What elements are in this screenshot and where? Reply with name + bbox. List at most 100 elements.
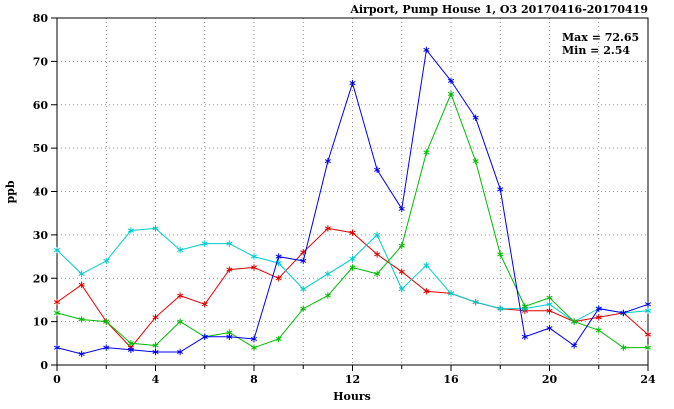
marker-asterisk	[324, 293, 331, 298]
marker-asterisk	[127, 347, 134, 352]
marker-asterisk	[250, 345, 258, 350]
series-day-20170418	[53, 90, 652, 351]
marker-asterisk	[398, 243, 405, 248]
marker-asterisk	[423, 263, 430, 268]
marker-asterisk	[275, 336, 282, 342]
series-line	[56, 92, 648, 349]
marker-asterisk	[250, 254, 258, 259]
marker-asterisk	[226, 334, 233, 339]
marker-asterisk	[620, 345, 627, 350]
marker-asterisk	[620, 310, 627, 315]
series-day-20170419	[53, 46, 652, 358]
marker-asterisk	[152, 343, 159, 348]
marker-asterisk	[177, 293, 184, 298]
marker-asterisk	[497, 252, 504, 257]
x-tick-label: 20	[542, 373, 558, 386]
marker-asterisk	[250, 265, 258, 270]
series-line	[56, 48, 649, 355]
marker-asterisk	[423, 150, 430, 155]
marker-asterisk	[152, 226, 159, 231]
y-tick-label: 80	[33, 12, 49, 25]
marker-asterisk	[78, 282, 85, 287]
marker-asterisk	[644, 302, 652, 307]
x-tick-label: 0	[53, 373, 61, 386]
y-tick-label: 50	[33, 142, 49, 155]
marker-asterisk	[78, 317, 85, 322]
marker-asterisk	[644, 345, 652, 350]
marker-asterisk	[300, 287, 307, 292]
marker-asterisk	[546, 302, 553, 307]
x-tick-label: 12	[345, 373, 360, 386]
marker-asterisk	[177, 319, 184, 324]
marker-asterisk	[447, 291, 455, 296]
marker-asterisk	[152, 315, 159, 320]
marker-asterisk	[374, 232, 381, 237]
marker-asterisk	[201, 334, 208, 339]
marker-asterisk	[201, 241, 208, 246]
marker-asterisk	[374, 167, 381, 172]
marker-asterisk	[349, 256, 356, 261]
marker-asterisk	[226, 330, 233, 335]
marker-asterisk	[324, 226, 331, 231]
max-annotation: Max = 72.65	[562, 31, 639, 44]
x-axis-label: Hours	[333, 390, 371, 403]
marker-asterisk	[300, 258, 307, 263]
marker-asterisk	[472, 300, 479, 305]
marker-asterisk	[398, 287, 405, 292]
marker-asterisk	[595, 328, 602, 333]
marker-asterisk	[275, 254, 282, 259]
y-tick-label: 0	[40, 359, 48, 372]
marker-asterisk	[226, 241, 233, 246]
marker-asterisk	[177, 248, 184, 253]
marker-asterisk	[423, 289, 430, 294]
marker-asterisk	[324, 159, 331, 164]
plot-area: 0 10 20 30 40 50 60 70 80 0 4 8 12 16 20 24	[33, 12, 656, 386]
marker-asterisk	[324, 271, 331, 276]
marker-asterisk	[53, 345, 61, 350]
marker-asterisk	[177, 349, 184, 355]
marker-asterisk	[497, 187, 504, 192]
marker-asterisk	[595, 315, 602, 320]
marker-asterisk	[300, 250, 307, 255]
x-tick-label: 4	[152, 373, 160, 386]
marker-asterisk	[644, 332, 652, 337]
series-day-20170416	[53, 225, 652, 351]
y-tick-label: 10	[33, 316, 49, 329]
marker-asterisk	[546, 326, 553, 331]
marker-asterisk	[103, 258, 110, 263]
x-tick-label: 8	[250, 373, 258, 386]
marker-asterisk	[374, 271, 381, 276]
marker-asterisk	[447, 91, 455, 96]
marker-asterisk	[127, 228, 134, 233]
marker-asterisk	[447, 78, 455, 83]
marker-asterisk	[53, 300, 61, 305]
marker-asterisk	[250, 336, 258, 342]
marker-asterisk	[349, 81, 356, 86]
marker-asterisk	[521, 334, 528, 339]
marker-asterisk	[374, 252, 381, 257]
marker-asterisk	[423, 47, 430, 52]
marker-asterisk	[497, 306, 504, 311]
marker-asterisk	[226, 267, 233, 272]
x-tick-label: 16	[443, 373, 459, 386]
marker-asterisk	[546, 295, 553, 300]
y-tick-label: 30	[33, 229, 49, 242]
y-tick-label: 20	[33, 272, 49, 285]
min-annotation: Min = 2.54	[562, 44, 630, 57]
marker-asterisk	[152, 349, 159, 355]
marker-asterisk	[571, 319, 578, 324]
marker-asterisk	[644, 308, 652, 313]
x-tick-label: 24	[640, 373, 656, 386]
marker-asterisk	[472, 159, 479, 164]
marker-asterisk	[53, 248, 61, 253]
marker-asterisk	[78, 271, 85, 276]
marker-asterisk	[127, 341, 134, 346]
marker-asterisk	[472, 115, 479, 120]
marker-asterisk	[103, 345, 110, 350]
marker-asterisk	[275, 276, 282, 281]
marker-asterisk	[571, 343, 578, 348]
y-axis-label: ppb	[4, 180, 17, 203]
marker-asterisk	[300, 306, 307, 311]
marker-asterisk	[398, 206, 405, 211]
y-tick-label: 70	[33, 55, 49, 68]
